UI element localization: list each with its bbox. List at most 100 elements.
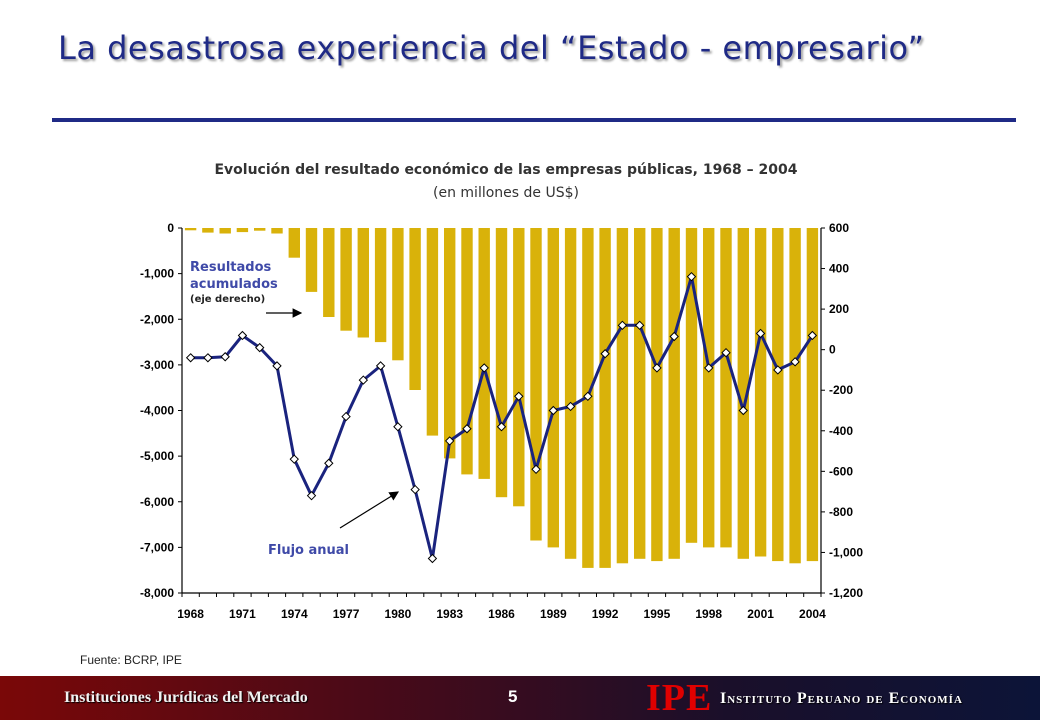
annotation-cumulative-line1: Resultados [190,260,271,275]
right-tick-label: 400 [829,262,849,276]
point-1993 [617,320,628,331]
point-1971 [237,330,248,341]
left-tick-label: -4,000 [140,404,174,418]
left-tick-label: -2,000 [140,312,174,326]
bar-1972 [254,228,266,231]
bars-layer [184,228,819,568]
right-tick-label: 0 [829,343,836,357]
point-1983 [444,436,455,446]
left-tick-label: -6,000 [140,495,174,509]
right-tick-label: -400 [829,424,853,438]
title-underline [52,118,1016,122]
bar-1985 [478,228,490,479]
point-1968 [185,353,196,363]
right-tick-label: -800 [829,505,853,519]
chart: 0 -1,000 -2,000 -3,000 -4,000 -5,000 -6,000 -7,… [140,221,863,621]
point-1990 [565,401,576,412]
bar-1976 [323,228,335,317]
point-1997 [686,271,697,282]
point-1995 [652,363,662,373]
bar-1999 [720,228,732,548]
bar-1983 [444,228,456,459]
x-tick-label: 1974 [281,607,308,621]
point-1988 [531,464,541,475]
slide-title: La desastrosa experiencia del “Estado - … [58,29,925,67]
right-tick-label: -600 [829,464,853,478]
bar-1990 [564,228,577,559]
bar-1980 [392,228,404,361]
axes-layer [181,228,822,597]
x-tick-label: 1977 [333,607,360,621]
point-1982 [427,553,438,564]
bar-1993 [616,228,629,564]
point-1969 [203,353,213,363]
page-number: 5 [508,687,518,706]
source-note: Fuente: BCRP, IPE [80,653,182,667]
annotation-cumulative-line2: acumulados [190,277,278,292]
bar-1986 [495,228,508,498]
point-1989 [548,405,559,416]
bar-1981 [409,228,421,390]
point-1979 [375,361,386,371]
chart-title: Evolución del resultado económico de las… [214,162,798,178]
left-tick-label: -1,000 [140,267,174,281]
bar-1989 [547,228,559,548]
point-1986 [496,422,507,432]
x-tick-label: 1995 [644,607,671,621]
bar-2004 [806,228,819,562]
bar-1998 [703,228,715,548]
bar-1988 [530,228,542,541]
bar-1970 [219,228,231,234]
x-tick-label: 1986 [488,607,515,621]
point-1976 [324,458,334,468]
x-tick-label: 1992 [592,607,619,621]
bar-2000 [737,228,749,559]
footer-course-title: Instituciones Jurídicas del Mercado [64,689,308,706]
point-1984 [462,424,472,434]
point-1978 [358,375,369,385]
bar-1973 [271,228,283,234]
bar-1975 [305,228,318,292]
point-2004 [807,330,818,341]
point-2002 [773,365,783,375]
bar-1994 [634,228,646,559]
bar-1977 [340,228,352,331]
x-tick-label: 1998 [695,607,722,621]
point-2001 [755,328,766,339]
point-2000 [738,405,748,416]
bar-1978 [357,228,369,338]
bar-1968 [184,228,197,231]
point-1987 [514,391,524,402]
x-tick-label: 2001 [747,607,774,621]
x-tick-label: 1971 [229,607,256,621]
right-tick-label: -200 [829,383,853,397]
x-tick-label: 1968 [177,607,204,621]
bar-1992 [599,228,611,568]
left-tick-label: 0 [167,221,174,235]
bar-1971 [236,228,249,233]
left-tick-label: -3,000 [140,358,174,372]
x-tick-label: 1980 [385,607,412,621]
ipe-logo: IPE [646,677,713,719]
right-tick-label: 600 [829,221,849,235]
ticks-layer: 0 -1,000 -2,000 -3,000 -4,000 -5,000 -6,000 -7,… [140,221,863,621]
annotation-cumulative-note: (eje derecho) [190,294,265,305]
point-1975 [306,490,317,501]
chart-subtitle: (en millones de US$) [433,185,579,201]
bar-1982 [426,228,439,436]
left-tick-label: -8,000 [140,586,174,600]
bar-1979 [374,228,387,343]
left-tick-label: -5,000 [140,449,174,463]
institute-name: Instituto Peruano de Economía [720,690,963,707]
bar-1987 [513,228,525,507]
bar-2002 [772,228,784,562]
point-1994 [634,320,645,331]
bar-1984 [461,228,473,475]
point-1981 [410,484,420,495]
right-tick-label: -1,200 [829,586,863,600]
left-tick-label: -7,000 [140,540,174,554]
point-2003 [790,357,800,367]
point-1972 [255,342,265,353]
point-1991 [583,391,593,402]
x-tick-label: 1983 [436,607,463,621]
